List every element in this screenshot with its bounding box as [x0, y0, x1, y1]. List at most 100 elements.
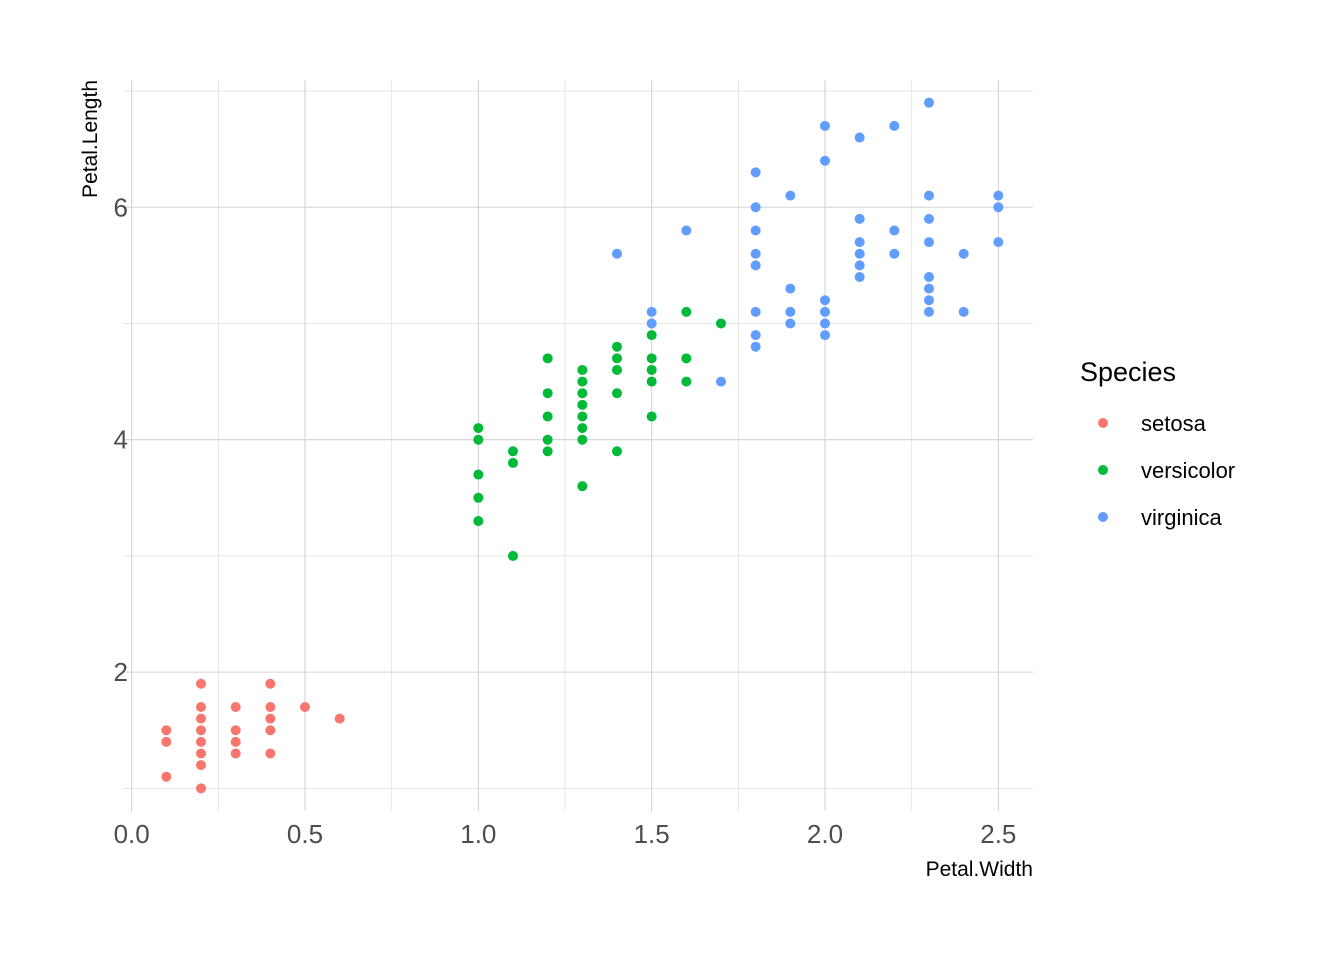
grid [123, 80, 1033, 811]
data-point [646, 306, 657, 317]
data-point [924, 213, 934, 224]
data-point [924, 190, 934, 201]
data-point [993, 190, 1004, 201]
data-point [785, 306, 796, 317]
y-axis-title: Petal.Length [79, 80, 102, 198]
data-point [889, 248, 900, 259]
data-point [542, 353, 553, 364]
data-point [612, 248, 622, 259]
data-point [196, 713, 206, 724]
data-point [542, 388, 553, 399]
data-point [300, 701, 310, 712]
data-point [785, 283, 796, 294]
data-point [473, 469, 484, 480]
data-point [196, 783, 206, 794]
y-axis-ticks: 2 4 6 [114, 192, 128, 687]
legend-key-versicolor [1098, 465, 1108, 475]
data-point [993, 202, 1004, 213]
data-point [820, 330, 830, 341]
data-point [958, 306, 969, 317]
data-point [889, 120, 900, 131]
data-point [646, 364, 657, 375]
data-point [542, 434, 553, 445]
data-point [577, 376, 588, 387]
data-point [924, 283, 934, 294]
data-point [265, 678, 276, 689]
data-point [750, 341, 761, 352]
data-point [334, 713, 345, 724]
data-point [196, 760, 206, 771]
data-point [577, 411, 588, 422]
data-point [785, 190, 796, 201]
data-point [750, 330, 761, 341]
data-point [854, 213, 865, 224]
data-point [854, 271, 865, 282]
y-tick-label: 2 [114, 657, 128, 687]
data-point [508, 446, 518, 457]
data-point [508, 550, 518, 561]
data-point [646, 353, 657, 364]
data-point [161, 736, 172, 747]
data-point [265, 701, 276, 712]
data-point [577, 399, 588, 410]
legend-label-setosa: setosa [1141, 411, 1207, 436]
legend-title: Species [1080, 357, 1176, 387]
data-point [612, 341, 622, 352]
data-point [646, 330, 657, 341]
data-point [716, 376, 726, 387]
data-point [681, 353, 692, 364]
series-virginica [612, 97, 1004, 387]
data-point [820, 120, 830, 131]
data-point [820, 318, 830, 329]
data-point [750, 248, 761, 259]
data-point [854, 248, 865, 259]
data-point [889, 225, 900, 236]
data-point [196, 701, 206, 712]
legend-key-virginica [1098, 512, 1108, 522]
data-point [646, 318, 657, 329]
x-axis-ticks: 0.0 0.5 1.0 1.5 2.0 2.5 [114, 819, 1017, 849]
data-point [958, 248, 969, 259]
data-point [230, 701, 241, 712]
data-point [230, 725, 241, 736]
data-point [230, 748, 241, 759]
data-point [265, 748, 276, 759]
data-point [924, 97, 934, 108]
y-tick-label: 6 [114, 192, 128, 222]
data-point [196, 736, 206, 747]
data-point [612, 364, 622, 375]
x-tick-label: 1.0 [460, 819, 496, 849]
data-point [854, 237, 865, 248]
data-point [820, 295, 830, 306]
data-point [473, 516, 484, 527]
data-point [473, 492, 484, 503]
data-point [508, 457, 518, 468]
data-point [230, 736, 241, 747]
x-tick-label: 1.5 [634, 819, 670, 849]
data-point [612, 353, 622, 364]
data-point [196, 678, 206, 689]
data-point [924, 306, 934, 317]
data-point [681, 225, 692, 236]
x-tick-label: 2.0 [807, 819, 843, 849]
data-point [646, 411, 657, 422]
data-point [820, 306, 830, 317]
data-point [750, 202, 761, 213]
data-point [265, 713, 276, 724]
data-points [161, 97, 1004, 794]
data-point [646, 376, 657, 387]
data-point [577, 423, 588, 434]
data-point [993, 237, 1004, 248]
data-point [196, 748, 206, 759]
x-axis-title: Petal.Width [926, 858, 1033, 881]
data-point [577, 388, 588, 399]
y-tick-label: 4 [114, 425, 128, 455]
x-tick-label: 2.5 [980, 819, 1016, 849]
data-point [542, 446, 553, 457]
data-point [750, 225, 761, 236]
data-point [196, 725, 206, 736]
legend-label-versicolor: versicolor [1141, 458, 1235, 483]
data-point [612, 388, 622, 399]
x-tick-label: 0.0 [114, 819, 150, 849]
